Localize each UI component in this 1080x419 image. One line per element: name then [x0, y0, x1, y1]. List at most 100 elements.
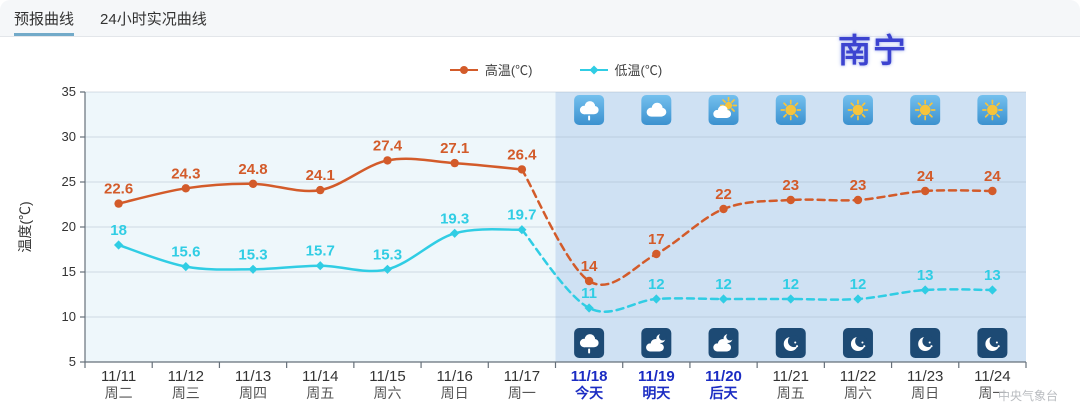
x-tick-day: 周一: [978, 385, 1006, 401]
moon-weather-icon: [842, 328, 873, 358]
point-value-label: 19.7: [507, 207, 536, 224]
high-temp-point[interactable]: [383, 156, 392, 165]
cloudy-sun-weather-icon: [708, 95, 739, 125]
high-temp-point[interactable]: [584, 276, 594, 286]
x-tick-day: 明天: [642, 385, 671, 401]
x-tick-day: 周五: [306, 385, 334, 401]
x-tick-date: 11/19: [638, 368, 675, 385]
x-tick-day: 周四: [239, 385, 267, 401]
low-temp-point[interactable]: [718, 294, 729, 304]
high-temp-point[interactable]: [316, 185, 325, 195]
sunny-weather-icon: [910, 95, 941, 125]
forecast-region: [555, 92, 1026, 362]
high-temp-point[interactable]: [719, 204, 728, 214]
low-temp-point[interactable]: [181, 262, 191, 272]
rain-weather-icon: [574, 95, 605, 125]
point-value-label: 14: [581, 258, 598, 275]
point-value-label: 12: [715, 276, 732, 293]
high-temp-point[interactable]: [988, 186, 997, 196]
point-value-label: 11: [581, 285, 597, 302]
low-temp-point[interactable]: [920, 285, 930, 295]
gridlines: [85, 91, 1026, 318]
x-tick-date: 11/20: [705, 368, 742, 385]
high-temp-point[interactable]: [450, 158, 459, 168]
legend-label: 高温(℃): [484, 63, 533, 78]
low-temp-point[interactable]: [382, 264, 393, 274]
cloudy-weather-icon: [641, 95, 672, 125]
x-tick-date: 11/13: [235, 368, 271, 385]
x-tick-date: 11/23: [907, 368, 943, 385]
low-temp-point[interactable]: [651, 294, 661, 304]
point-value-label: 15.7: [306, 243, 335, 260]
x-tick-day: 后天: [710, 385, 739, 401]
y-axis-title: 温度(℃): [17, 201, 33, 252]
point-value-label: 13: [917, 267, 934, 284]
x-tick-date: 11/22: [840, 368, 876, 385]
x-tick-day: 周三: [172, 385, 200, 401]
chart-legend: 高温(℃) 低温(℃): [85, 60, 1026, 79]
x-tick-date: 11/16: [436, 368, 472, 385]
night-rain-weather-icon: [574, 328, 605, 358]
low-temp-point[interactable]: [786, 294, 796, 304]
point-value-label: 17: [648, 231, 665, 248]
point-value-label: 24: [917, 168, 934, 185]
sunny-weather-icon: [842, 95, 873, 125]
low-temp-point[interactable]: [248, 264, 258, 274]
x-tick-date: 11/24: [974, 368, 1010, 385]
night-cloud-weather-icon: [641, 328, 672, 358]
low-temp-point[interactable]: [450, 228, 460, 238]
point-value-label: 23: [782, 177, 799, 194]
point-value-label: 24: [984, 168, 1001, 185]
point-value-label: 15.3: [373, 246, 402, 263]
legend-item-low-temp[interactable]: 低温(℃): [579, 60, 663, 79]
point-value-label: 12: [782, 276, 799, 293]
high-temp-point[interactable]: [114, 199, 123, 208]
y-tick-label: 25: [62, 174, 76, 189]
legend-label: 低温(℃): [614, 63, 663, 78]
city-name: 南宁: [838, 32, 908, 69]
sunny-weather-icon: [977, 95, 1008, 125]
tab-bar: 预报曲线 24小时实况曲线: [0, 0, 1080, 37]
point-value-label: 27.4: [373, 137, 403, 154]
low-temp-point[interactable]: [315, 261, 325, 271]
circle-legend-marker-icon: [449, 65, 478, 74]
x-tick-day: 周六: [844, 385, 872, 401]
legend-item-high-temp[interactable]: 高温(℃): [449, 60, 533, 79]
history-region: [85, 92, 556, 362]
high-temp-point[interactable]: [517, 165, 527, 174]
low-temp-point[interactable]: [853, 294, 863, 304]
x-tick-date: 11/14: [302, 368, 338, 385]
moon-weather-icon: [775, 328, 806, 358]
point-value-label: 23: [850, 177, 867, 194]
low-temp-point[interactable]: [517, 225, 527, 235]
x-tick-date: 11/17: [504, 368, 540, 385]
point-value-label: 27.1: [440, 140, 469, 157]
point-value-label: 15.6: [171, 244, 200, 261]
x-tick-day: 周日: [911, 385, 939, 401]
point-value-label: 24.3: [171, 165, 200, 182]
high-temp-point[interactable]: [181, 184, 191, 193]
point-value-label: 18: [110, 222, 127, 239]
point-value-label: 19.3: [440, 210, 469, 227]
tab-24h-actual-curve[interactable]: 24小时实况曲线: [100, 10, 207, 28]
x-tick-date: 11/15: [369, 368, 405, 385]
high-temp-point[interactable]: [248, 179, 258, 188]
moon-weather-icon: [910, 328, 941, 358]
moon-weather-icon: [977, 328, 1008, 358]
high-temp-point[interactable]: [786, 195, 795, 205]
high-temp-point[interactable]: [853, 195, 863, 205]
x-tick-day: 今天: [574, 385, 604, 401]
low-temp-point[interactable]: [584, 303, 594, 313]
point-value-label: 13: [984, 267, 1001, 284]
tab-forecast-curve[interactable]: 预报曲线: [14, 0, 75, 36]
high-temp-point[interactable]: [652, 249, 661, 259]
low-temp-point[interactable]: [987, 285, 997, 295]
high-temp-point[interactable]: [920, 186, 930, 196]
point-value-label: 22.6: [104, 181, 133, 198]
low-temp-series: 18 15.6 15.3 15.7 15.3 19.3 19.7 11 12 12 12 12 13 13: [110, 207, 1001, 313]
low-temp-point[interactable]: [114, 240, 124, 250]
axes: 5 10 15 20 25 30 35: [62, 84, 1027, 369]
x-tick-date: 11/12: [168, 368, 204, 385]
x-tick-date: 11/21: [773, 368, 809, 385]
